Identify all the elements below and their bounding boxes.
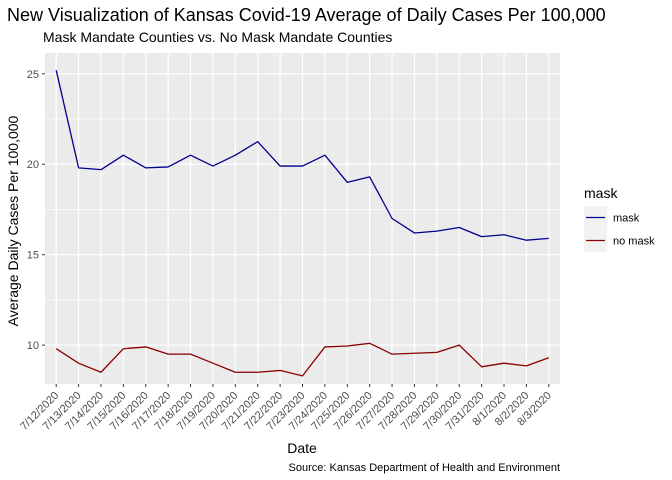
y-axis: 10 15 20 25 [27, 69, 45, 352]
legend-label: mask [613, 213, 640, 225]
y-axis-title: Average Daily Cases Per 100,000 [5, 115, 21, 326]
chart-subtitle: Mask Mandate Counties vs. No Mask Mandat… [43, 29, 392, 45]
grid-lines [45, 53, 560, 384]
chart-caption: Source: Kansas Department of Health and … [289, 462, 560, 474]
legend-label: no mask [613, 236, 655, 248]
series-lines [55, 70, 550, 377]
x-axis: 7/12/20207/13/20207/14/20207/15/20207/16… [18, 384, 554, 433]
legend: mask mask no mask [584, 185, 655, 252]
chart-title: New Visualization of Kansas Covid-19 Ave… [7, 5, 606, 25]
x-axis-title: Date [287, 440, 317, 456]
y-tick-label: 25 [27, 69, 39, 81]
series-line-no-mask [55, 342, 550, 377]
legend-title: mask [584, 185, 618, 201]
y-tick-label: 10 [27, 340, 39, 352]
y-tick-label: 20 [27, 159, 39, 171]
y-tick-label: 15 [27, 250, 39, 262]
series-line-mask [55, 70, 549, 241]
